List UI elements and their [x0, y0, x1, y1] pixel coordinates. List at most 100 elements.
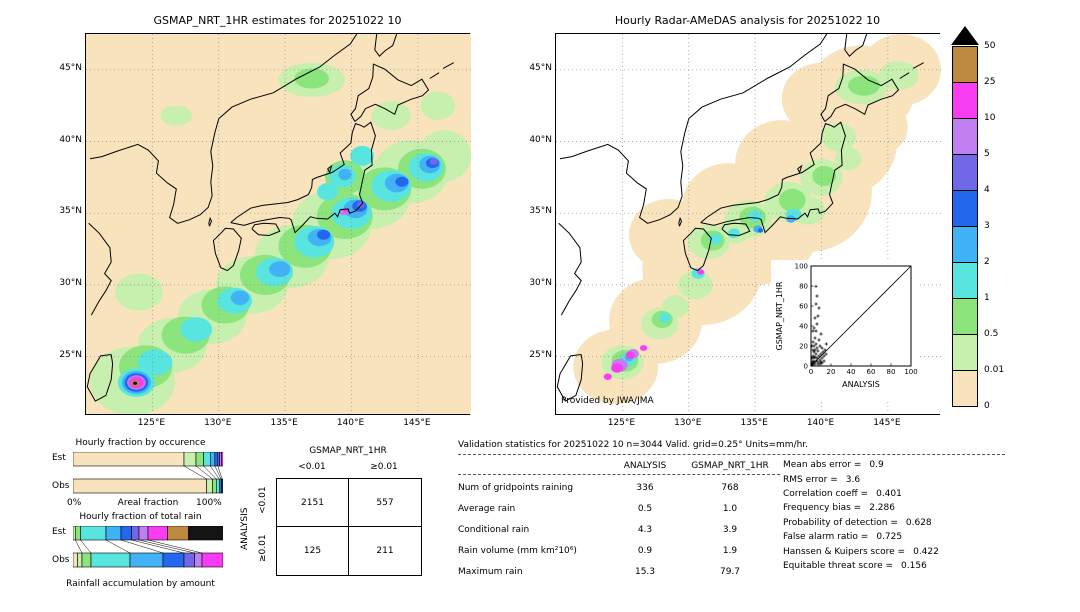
lat-tick-label: 40°N [59, 134, 82, 145]
colorbar-boundary-label: 2 [984, 257, 990, 267]
svg-text:20: 20 [799, 343, 808, 351]
contingency-row-label-ge: ≥0.01 [258, 534, 268, 562]
colorbar-boundary-label: 5 [984, 149, 990, 159]
lat-tick-label: 25°N [59, 349, 82, 360]
left-map-title: GSMAP_NRT_1HR estimates for 20251022 10 [153, 14, 402, 27]
validation-row: Maximum rain 15.3 79.7 [458, 566, 741, 577]
lon-tick-label: 145°E [403, 418, 431, 428]
lat-tick-label: 40°N [529, 134, 552, 145]
colorbar-boundary-label: 0.01 [984, 365, 1005, 375]
svg-text:0: 0 [804, 363, 808, 371]
validation-stat: Equitable threat score = 0.156 [783, 560, 927, 571]
colorbar-boundary-label: 25 [984, 77, 996, 87]
scatter-inset-canvas: 00 20 20 40 40 60 60 80 80 100 100 ANALYSIS GSMAP_NR… [775, 263, 918, 390]
contingency-value: 557 [349, 479, 421, 527]
areal-fraction-0pct: 0% [67, 498, 82, 508]
lon-tick-label: 135°E [740, 418, 768, 428]
colorbar [952, 46, 978, 407]
validation-row: Num of gridpoints raining 336 768 [458, 482, 739, 493]
contingency-value: 2151 [277, 479, 349, 527]
contingency-col-label-ge: ≥0.01 [370, 462, 398, 472]
lat-tick-label: 35°N [529, 206, 552, 217]
scatter-inset: 0 0 20 20 40 40 60 60 80 80 100 100 ANALYSIS GSMAP_NR… [771, 260, 919, 400]
colorbar-cell [952, 82, 978, 119]
svg-text:0: 0 [809, 368, 813, 376]
svg-text:80: 80 [887, 368, 896, 376]
svg-text:100: 100 [795, 263, 808, 271]
total-rain-fraction-bars [73, 526, 223, 568]
areal-fraction-axis-title: Areal fraction [117, 498, 179, 508]
svg-text:40: 40 [799, 323, 808, 331]
colorbar-boundary-label: 4 [984, 185, 990, 195]
left-map-canvas [86, 34, 471, 414]
svg-text:100: 100 [904, 368, 917, 376]
lat-tick-label: 25°N [529, 349, 552, 360]
est-label-total: Est [52, 527, 66, 537]
left-map [85, 33, 471, 415]
lat-tick-label: 35°N [59, 206, 82, 217]
right-map-title: Hourly Radar-AMeDAS analysis for 2025102… [614, 14, 881, 27]
colorbar-cell [952, 262, 978, 299]
svg-text:60: 60 [867, 368, 876, 376]
lon-tick-label: 125°E [137, 418, 166, 428]
contingency-grid: 2151 557 125 211 [276, 478, 422, 576]
colorbar-boundary-label: 0.5 [984, 329, 999, 339]
est-label-occurrence: Est [52, 453, 66, 463]
svg-text:80: 80 [799, 283, 808, 291]
colorbar-cell [952, 226, 978, 263]
svg-text:40: 40 [847, 368, 856, 376]
occurrence-title: Hourly fraction by occurence [75, 438, 206, 448]
validation-stat: Mean abs error = 0.9 [783, 460, 884, 471]
obs-label-occurrence: Obs [52, 481, 70, 491]
lon-tick-label: 140°E [336, 418, 365, 428]
colorbar-overflow-triangle [951, 26, 979, 45]
lon-tick-label: 125°E [607, 418, 636, 428]
validation-stat: Hanssen & Kuipers score = 0.422 [783, 546, 939, 557]
validation-row: Conditional rain 4.3 3.9 [458, 524, 738, 535]
val-col-header-analysis: ANALYSIS [623, 460, 667, 471]
validation-row: Rain volume (mm km²10⁶) 0.9 1.9 [458, 545, 738, 556]
colorbar-cell [952, 334, 978, 371]
colorbar-boundary-label: 0 [984, 401, 990, 411]
validation-top-rule [458, 454, 1005, 455]
colorbar-boundary-label: 50 [984, 41, 996, 51]
validation-scores: Mean abs error = 0.9 RMS error = 3.6 Correla… [783, 458, 1013, 573]
contingency-title: GSMAP_NRT_1HR [309, 446, 387, 456]
colorbar-cell [952, 46, 978, 83]
contingency-side-label: ANALYSIS [240, 507, 250, 550]
lat-tick-label: 45°N [529, 62, 552, 73]
obs-label-total: Obs [52, 555, 70, 565]
lon-tick-label: 130°E [674, 418, 702, 428]
colorbar-cell [952, 118, 978, 155]
svg-text:20: 20 [827, 368, 836, 376]
colorbar-cell [952, 154, 978, 191]
right-map: 0 0 20 20 40 40 60 60 80 80 100 100 ANALYSIS GSMAP_NR… [555, 33, 941, 415]
lon-tick-label: 145°E [873, 418, 901, 428]
lat-tick-label: 30°N [529, 277, 552, 288]
accumulation-caption: Rainfall accumulation by amount [66, 579, 215, 589]
validation-stat: False alarm ratio = 0.725 [783, 532, 903, 543]
colorbar-boundary-label: 10 [984, 113, 996, 123]
validation-stat: RMS error = 3.6 [783, 474, 861, 485]
lon-tick-label: 140°E [806, 418, 835, 428]
contingency-col-label-lt: <0.01 [298, 462, 326, 472]
contingency-value: 211 [376, 546, 394, 556]
svg-text:60: 60 [799, 303, 808, 311]
val-col-header-gsmap: GSMAP_NRT_1HR [691, 460, 769, 471]
areal-fraction-100pct: 100% [196, 498, 222, 508]
colorbar-boundary-label: 1 [984, 293, 990, 303]
validation-row: Average rain 0.5 1.0 [458, 503, 738, 514]
total-rain-title: Hourly fraction of total rain [79, 512, 202, 522]
contingency-value: 125 [277, 527, 349, 575]
colorbar-cell [952, 190, 978, 227]
lat-tick-label: 45°N [59, 62, 82, 73]
data-credit: Provided by JWA/JMA [561, 396, 654, 406]
validation-header: Validation statistics for 20251022 10 n=… [458, 440, 809, 450]
colorbar-boundary-label: 3 [984, 221, 990, 231]
lat-tick-label: 30°N [59, 277, 82, 288]
svg-text:ANALYSIS: ANALYSIS [842, 380, 880, 389]
lon-tick-label: 130°E [204, 418, 232, 428]
validation-table: ANALYSIS GSMAP_NRT_1HR Num of gridpoints r… [458, 458, 780, 582]
lon-tick-label: 135°E [270, 418, 298, 428]
